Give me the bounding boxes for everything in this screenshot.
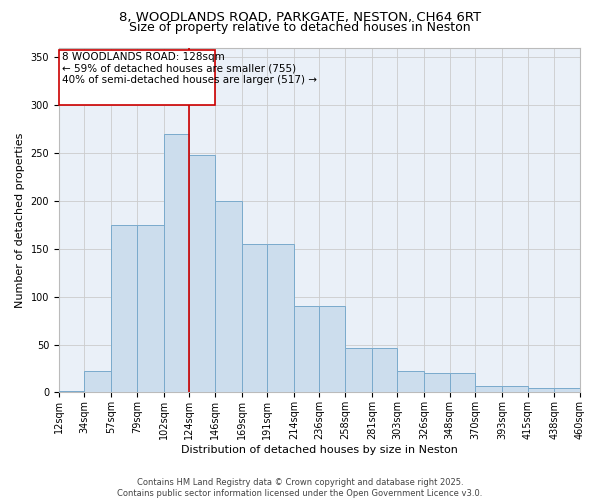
Bar — [319, 306, 345, 392]
Bar — [189, 155, 215, 392]
Bar — [345, 348, 372, 393]
Bar — [502, 386, 527, 392]
Bar — [137, 225, 164, 392]
Bar — [294, 306, 319, 392]
Bar — [267, 244, 294, 392]
Bar — [372, 348, 397, 393]
Bar — [475, 386, 502, 392]
Bar — [424, 374, 450, 392]
Text: Contains HM Land Registry data © Crown copyright and database right 2025.
Contai: Contains HM Land Registry data © Crown c… — [118, 478, 482, 498]
Bar — [242, 244, 267, 392]
Bar — [554, 388, 580, 392]
Text: 8, WOODLANDS ROAD, PARKGATE, NESTON, CH64 6RT: 8, WOODLANDS ROAD, PARKGATE, NESTON, CH6… — [119, 11, 481, 24]
Bar — [111, 225, 137, 392]
Text: Size of property relative to detached houses in Neston: Size of property relative to detached ho… — [129, 22, 471, 35]
Bar — [215, 201, 242, 392]
Text: 8 WOODLANDS ROAD: 128sqm
← 59% of detached houses are smaller (755)
40% of semi-: 8 WOODLANDS ROAD: 128sqm ← 59% of detach… — [62, 52, 317, 86]
Bar — [164, 134, 189, 392]
Bar — [85, 372, 111, 392]
FancyBboxPatch shape — [59, 50, 215, 105]
Bar — [527, 388, 554, 392]
Bar — [450, 374, 475, 392]
X-axis label: Distribution of detached houses by size in Neston: Distribution of detached houses by size … — [181, 445, 458, 455]
Bar — [397, 372, 424, 392]
Y-axis label: Number of detached properties: Number of detached properties — [15, 132, 25, 308]
